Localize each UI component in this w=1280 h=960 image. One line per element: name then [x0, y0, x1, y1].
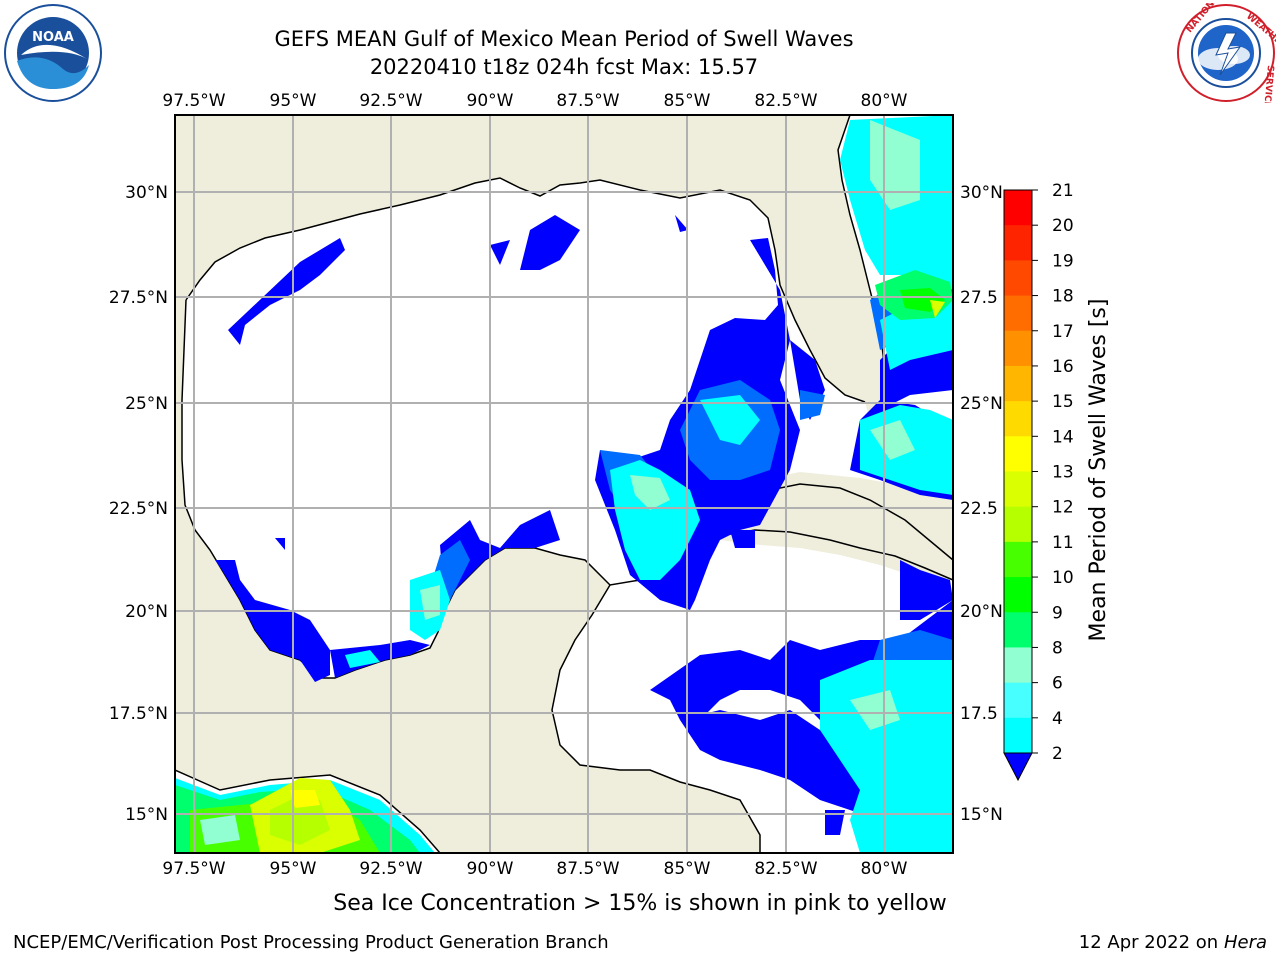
map-frame: [174, 114, 954, 854]
colorbar-tick-label: 15: [1052, 392, 1074, 412]
colorbar-extend-arrow: [1003, 752, 1033, 782]
colorbar-segment: [1004, 506, 1032, 543]
colorbar-tick-label: 17: [1052, 322, 1074, 342]
colorbar-segment: [1004, 682, 1032, 719]
credit-host: Hera: [1223, 932, 1267, 953]
lat-label-right: 20°N: [960, 602, 1003, 622]
noaa-logo-text: NOAA: [32, 30, 74, 45]
lat-label-left: 30°N: [125, 183, 168, 203]
lon-label-bottom: 90°W: [467, 859, 514, 879]
lat-label-right: 17.5: [960, 704, 998, 724]
lon-label-top: 95°W: [270, 91, 317, 111]
colorbar-tick-label: 8: [1052, 638, 1063, 658]
lon-labels-bottom: 97.5°W 95°W 92.5°W 90°W 87.5°W 85°W 82.5…: [162, 859, 907, 879]
map-subtitle-run: 20220410 t18z 024h fcst Max: 15.57: [369, 55, 759, 79]
colorbar-segment: [1004, 577, 1032, 613]
colorbar-segment: [1004, 647, 1032, 684]
svg-text:SERVICE: SERVICE: [1261, 65, 1275, 103]
colorbar-tick-label: 9: [1052, 603, 1063, 623]
lon-label-bottom: 87.5°W: [556, 859, 619, 879]
lon-label-bottom: 82.5°W: [754, 859, 817, 879]
lat-label-right: 25°N: [960, 394, 1003, 414]
colorbar-tick-label: 4: [1052, 709, 1063, 729]
colorbar-tick-label: 13: [1052, 463, 1074, 483]
credit-right: 12 Apr 2022 on Hera: [1079, 932, 1267, 953]
lon-label-top: 92.5°W: [359, 91, 422, 111]
colorbar-segment: [1004, 190, 1032, 226]
lat-label-right: 15°N: [960, 805, 1003, 825]
lat-label-left: 22.5°N: [109, 499, 168, 519]
credit-left: NCEP/EMC/Verification Post Processing Pr…: [13, 932, 609, 953]
colorbar-tick-label: 21: [1052, 181, 1074, 201]
colorbar-segment: [1004, 330, 1032, 367]
colorbar-segment: [1004, 365, 1032, 402]
swell-contours-light-cyan: [420, 120, 920, 730]
colorbar-tick-label: 16: [1052, 357, 1074, 377]
colorbar-segment: [1004, 401, 1032, 437]
lat-label-right: 22.5: [960, 499, 998, 519]
lon-label-bottom: 80°W: [861, 859, 908, 879]
map-title: GEFS MEAN Gulf of Mexico Mean Period of …: [274, 27, 854, 51]
lon-label-top: 85°W: [664, 91, 711, 111]
colorbar-tick-label: 12: [1052, 498, 1074, 518]
graticule: [175, 115, 953, 853]
colorbar-tick-label: 19: [1052, 251, 1074, 271]
lat-label-left: 27.5°N: [109, 288, 168, 308]
lon-label-top: 80°W: [861, 91, 908, 111]
colorbar-label: Mean Period of Swell Waves [s]: [1086, 299, 1111, 642]
lat-labels-left: 30°N 27.5°N 25°N 22.5°N 20°N 17.5°N 15°N: [109, 183, 168, 825]
colorbar-tick-label: 10: [1052, 568, 1074, 588]
colorbar-segment: [1004, 225, 1032, 261]
colorbar-tick-label: 2: [1052, 744, 1063, 764]
gulf-of-mexico-water: [182, 178, 953, 678]
lat-labels-right: 30°N 27.5 25°N 22.5 20°N 17.5 15°N: [960, 183, 1003, 825]
lon-label-bottom: 97.5°W: [162, 859, 225, 879]
noaa-logo: NOAA: [4, 4, 102, 102]
lat-label-left: 15°N: [125, 805, 168, 825]
lon-label-bottom: 92.5°W: [359, 859, 422, 879]
lon-label-top: 90°W: [467, 91, 514, 111]
colorbar: 21 20 19 18 17 16 15 14 13 12 11 10 9 8 6 4 2: [1003, 181, 1074, 782]
lat-label-left: 25°N: [125, 394, 168, 414]
nws-logo: NATIONAL WEATHER SERVICE: [1177, 3, 1276, 103]
lon-label-top: 87.5°W: [556, 91, 619, 111]
lon-label-top: 97.5°W: [162, 91, 225, 111]
credit-date: 12 Apr 2022 on: [1078, 932, 1224, 953]
colorbar-tick-label: 6: [1052, 674, 1063, 694]
colorbar-segment: [1004, 436, 1032, 472]
colorbar-tick-label: 18: [1052, 287, 1074, 307]
lon-labels-top: 97.5°W 95°W 92.5°W 90°W 87.5°W 85°W 82.5…: [162, 91, 907, 111]
colorbar-segment: [1004, 612, 1032, 648]
colorbar-tick-label: 14: [1052, 427, 1074, 447]
lon-label-bottom: 85°W: [664, 859, 711, 879]
colorbar-tick-label: 20: [1052, 216, 1074, 236]
lon-label-top: 82.5°W: [754, 91, 817, 111]
map-content: [175, 115, 953, 853]
colorbar-segment: [1004, 471, 1032, 508]
sea-ice-note: Sea Ice Concentration > 15% is shown in …: [333, 891, 947, 916]
colorbar-segment: [1004, 295, 1032, 332]
lat-label-right: 30°N: [960, 183, 1003, 203]
lat-label-left: 17.5°N: [109, 704, 168, 724]
lat-label-left: 20°N: [125, 602, 168, 622]
colorbar-segment: [1004, 717, 1032, 754]
colorbar-tick-label: 11: [1052, 533, 1074, 553]
swell-contours-yellow-green: [930, 300, 945, 318]
colorbar-segment: [1004, 260, 1032, 297]
lon-label-bottom: 95°W: [270, 859, 317, 879]
lat-label-right: 27.5: [960, 288, 998, 308]
colorbar-segment: [1004, 541, 1032, 578]
